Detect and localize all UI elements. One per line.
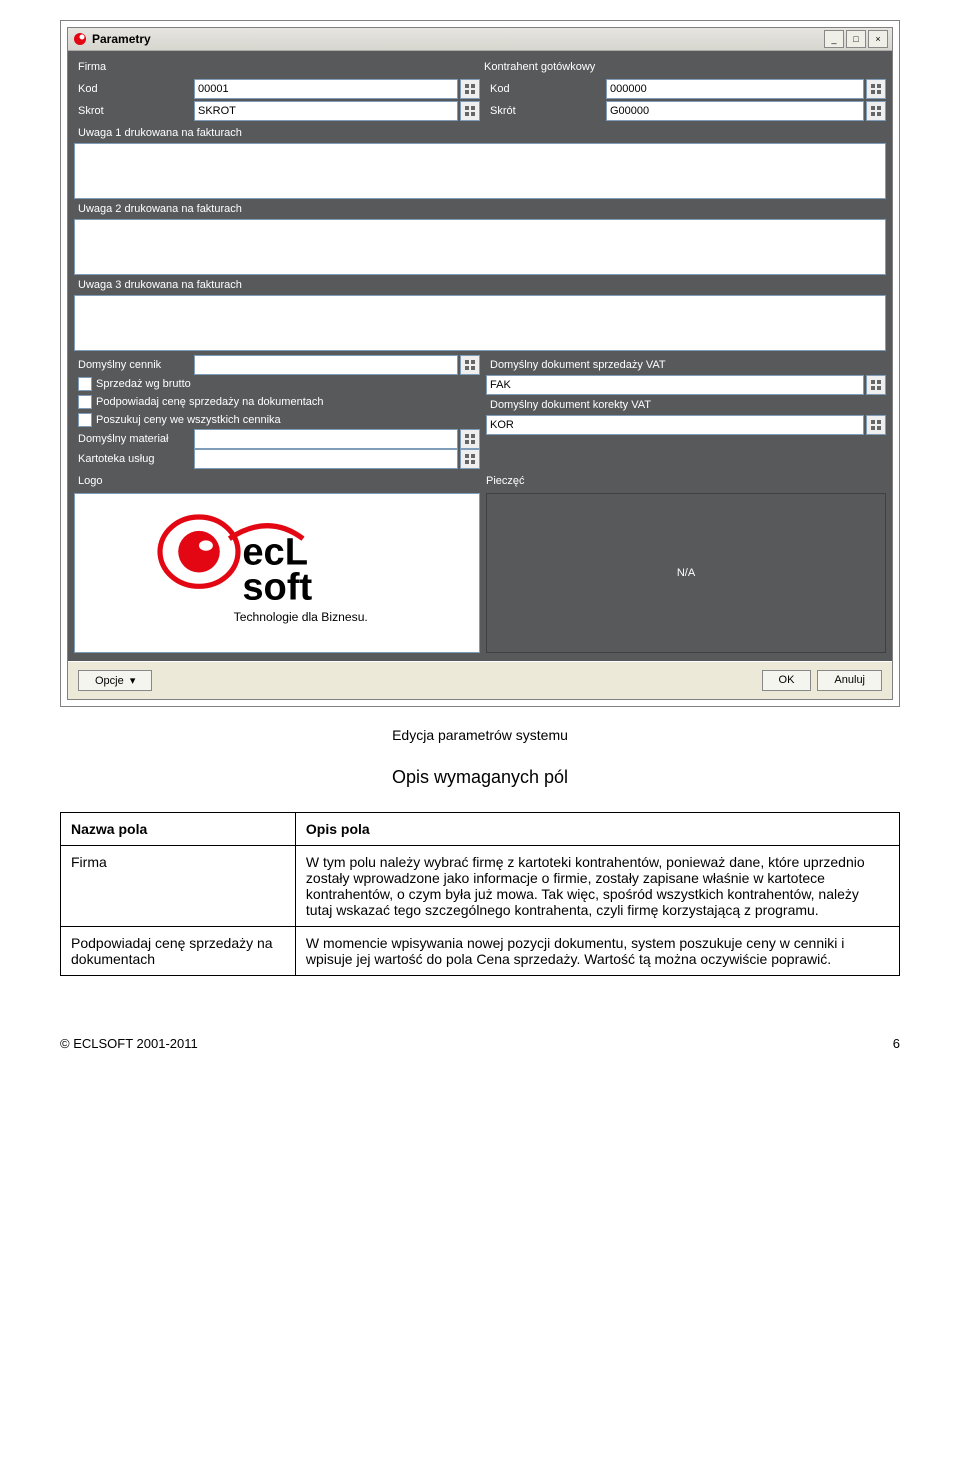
dok-vat-lookup-button[interactable]: [866, 375, 886, 395]
uwaga1-label: Uwaga 1 drukowana na fakturach: [74, 123, 886, 143]
kartoteka-uslug-input[interactable]: [194, 449, 458, 469]
grid-icon: [871, 380, 881, 390]
logo-label: Logo: [74, 471, 480, 491]
poszukuj-checkbox[interactable]: ✓: [78, 413, 92, 427]
logo-image-box[interactable]: ecL soft Technologie dla Biznesu.: [74, 493, 480, 653]
dropdown-icon: ▾: [130, 675, 136, 687]
svg-text:soft: soft: [242, 565, 312, 608]
app-icon: [72, 31, 88, 47]
titlebar: Parametry _ □ ×: [68, 28, 892, 51]
pieczec-label: Pieczęć: [480, 471, 886, 491]
uwaga2-textarea[interactable]: [74, 219, 886, 275]
maximize-button[interactable]: □: [846, 30, 866, 48]
kartoteka-uslug-label: Kartoteka usług: [74, 449, 194, 469]
domyslny-material-label: Domyślny materiał: [74, 429, 194, 449]
kontr-skrot-input[interactable]: G00000: [606, 101, 864, 121]
minimize-button[interactable]: _: [824, 30, 844, 48]
dok-korekty-lookup-button[interactable]: [866, 415, 886, 435]
window: Parametry _ □ × Firma Kontrahent gotówko…: [67, 27, 893, 700]
footer-copyright: © ECLSOFT 2001-2011: [60, 1036, 198, 1051]
sprzedaz-brutto-checkbox[interactable]: [78, 377, 92, 391]
uwaga1-textarea[interactable]: [74, 143, 886, 199]
grid-icon: [465, 454, 475, 464]
skrot-input[interactable]: SKROT: [194, 101, 458, 121]
table-cell-name: Firma: [61, 846, 296, 927]
kod-lookup-button[interactable]: [460, 79, 480, 99]
poszukuj-label: Poszukuj ceny we wszystkich cennika: [96, 414, 281, 426]
table-cell-desc: W tym polu należy wybrać firmę z kartote…: [295, 846, 899, 927]
kontr-kod-input[interactable]: 000000: [606, 79, 864, 99]
uwaga3-label: Uwaga 3 drukowana na fakturach: [74, 275, 886, 295]
domyslny-cennik-lookup-button[interactable]: [460, 355, 480, 375]
button-bar: Opcje ▾ OK Anuluj: [68, 661, 892, 699]
podpowiadaj-checkbox[interactable]: ✓: [78, 395, 92, 409]
screenshot-frame: Parametry _ □ × Firma Kontrahent gotówko…: [60, 20, 900, 707]
grid-icon: [871, 106, 881, 116]
pieczec-na-text: N/A: [677, 567, 695, 579]
kontr-skrot-label: Skrót: [486, 101, 606, 121]
grid-icon: [465, 106, 475, 116]
ok-button[interactable]: OK: [762, 670, 812, 691]
table-header-row: Nazwa pola Opis pola: [61, 813, 900, 846]
table-row: Podpowiadaj cenę sprzedaży na dokumentac…: [61, 927, 900, 976]
grid-icon: [871, 84, 881, 94]
fields-table: Nazwa pola Opis pola Firma W tym polu na…: [60, 812, 900, 976]
kontr-kod-lookup-button[interactable]: [866, 79, 886, 99]
pieczec-image-box[interactable]: N/A: [486, 493, 886, 653]
eclsoft-logo-icon: ecL soft Technologie dla Biznesu.: [147, 504, 407, 643]
dok-vat-label: Domyślny dokument sprzedaży VAT: [486, 355, 886, 375]
domyslny-cennik-label: Domyślny cennik: [74, 355, 194, 375]
grid-icon: [465, 84, 475, 94]
domyslny-cennik-input[interactable]: [194, 355, 458, 375]
uwaga2-label: Uwaga 2 drukowana na fakturach: [74, 199, 886, 219]
column-header-desc: Opis pola: [306, 821, 370, 837]
domyslny-material-input[interactable]: [194, 429, 458, 449]
skrot-lookup-button[interactable]: [460, 101, 480, 121]
kontr-skrot-lookup-button[interactable]: [866, 101, 886, 121]
opcje-button[interactable]: Opcje ▾: [78, 670, 152, 691]
skrot-label: Skrot: [74, 101, 194, 121]
kod-input[interactable]: 00001: [194, 79, 458, 99]
footer-page-number: 6: [893, 1036, 900, 1051]
section-heading: Opis wymaganych pól: [60, 767, 900, 788]
table-cell-desc: W momencie wpisywania nowej pozycji doku…: [295, 927, 899, 976]
window-title: Parametry: [92, 32, 824, 46]
table-cell-name: Podpowiadaj cenę sprzedaży na dokumentac…: [61, 927, 296, 976]
sprzedaz-brutto-label: Sprzedaż wg brutto: [96, 378, 191, 390]
kontrahent-label: Kontrahent gotówkowy: [480, 57, 886, 77]
grid-icon: [465, 360, 475, 370]
dok-korekty-label: Domyślny dokument korekty VAT: [486, 395, 886, 415]
dok-korekty-input[interactable]: KOR: [486, 415, 864, 435]
dok-vat-input[interactable]: FAK: [486, 375, 864, 395]
domyslny-material-lookup-button[interactable]: [460, 429, 480, 449]
form-body: Firma Kontrahent gotówkowy Kod 00001 Kod…: [68, 51, 892, 661]
kontr-kod-label: Kod: [486, 79, 606, 99]
grid-icon: [871, 420, 881, 430]
column-header-name: Nazwa pola: [71, 821, 147, 837]
grid-icon: [465, 434, 475, 444]
logo-tagline: Technologie dla Biznesu.: [234, 610, 368, 624]
firma-label: Firma: [74, 57, 480, 77]
figure-caption: Edycja parametrów systemu: [60, 727, 900, 743]
table-row: Firma W tym polu należy wybrać firmę z k…: [61, 846, 900, 927]
podpowiadaj-label: Podpowiadaj cenę sprzedaży na dokumentac…: [96, 396, 323, 408]
kartoteka-uslug-lookup-button[interactable]: [460, 449, 480, 469]
close-button[interactable]: ×: [868, 30, 888, 48]
opcje-button-label: Opcje: [95, 675, 124, 687]
uwaga3-textarea[interactable]: [74, 295, 886, 351]
kod-label: Kod: [74, 79, 194, 99]
page-footer: © ECLSOFT 2001-2011 6: [60, 1036, 900, 1051]
anuluj-button[interactable]: Anuluj: [817, 670, 882, 691]
